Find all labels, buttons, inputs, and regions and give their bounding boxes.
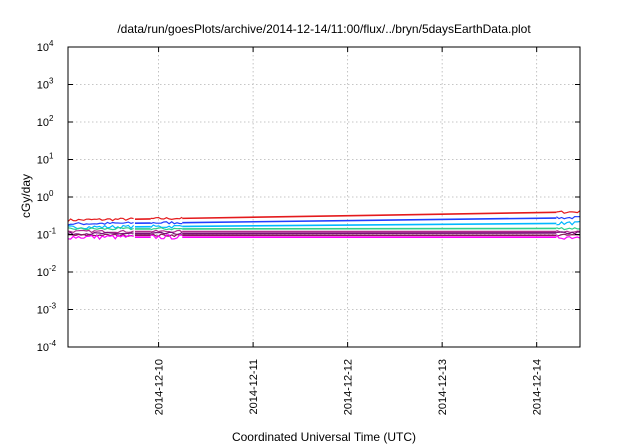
y-tick-exponent: 0	[49, 189, 54, 198]
y-tick-exponent: -1	[49, 227, 57, 236]
series-noise-segment	[67, 229, 134, 234]
y-tick-base: 10	[37, 267, 49, 279]
series-gap-line	[182, 211, 557, 220]
y-tick-label: 10	[37, 267, 49, 279]
x-axis: 2014-12-10 2014-12-11 2014-12-12 2014-12-13…	[154, 47, 544, 415]
series-4	[67, 227, 581, 231]
grid	[68, 47, 580, 347]
y-tick-base: 10	[37, 192, 49, 204]
series-noise-segment	[150, 227, 183, 231]
y-tick-label: 10	[37, 155, 49, 167]
y-tick-base: 10	[37, 117, 49, 129]
series-noise-segment	[556, 215, 581, 220]
y-tick-label: 10	[37, 117, 49, 129]
series-noise-segment	[556, 220, 581, 226]
series-5	[67, 229, 581, 234]
y-tick-exponent: -3	[49, 302, 57, 311]
series-2	[67, 215, 581, 226]
y-tick-base: 10	[37, 155, 49, 167]
series-noise-segment	[555, 234, 581, 240]
y-tick-base: 10	[37, 80, 49, 92]
y-tick-base: 10	[37, 305, 49, 317]
series-gap-line	[182, 222, 557, 228]
series-noise-segment	[556, 231, 581, 235]
series-gap-line	[182, 217, 557, 224]
series-noise-segment	[150, 229, 183, 234]
series-1	[67, 210, 581, 222]
series-noise-segment	[150, 216, 183, 221]
y-tick-exponent: 1	[49, 152, 54, 161]
x-tick-label: 2014-12-11	[248, 359, 260, 414]
y-tick-label: 10	[37, 80, 49, 92]
y-tick-base: 10	[37, 42, 49, 54]
series-noise-segment	[556, 227, 581, 231]
y-tick-label: 10	[37, 342, 49, 354]
series-8	[67, 234, 581, 241]
y-tick-label: 10	[37, 192, 49, 204]
y-tick-base: 10	[37, 230, 49, 242]
series-noise-segment	[67, 227, 134, 231]
y-tick-label: 10	[37, 305, 49, 317]
series-noise-segment	[67, 233, 134, 238]
chart-title: /data/run/goesPlots/archive/2014-12-14/1…	[117, 22, 531, 36]
x-tick-label: 2014-12-14	[532, 359, 544, 415]
y-tick-exponent: -2	[49, 264, 57, 273]
series-noise-segment	[150, 224, 183, 229]
x-axis-label: Coordinated Universal Time (UTC)	[232, 430, 416, 444]
y-tick-label: 10	[37, 42, 49, 54]
y-axis-label: cGy/day	[19, 174, 33, 218]
series-noise-segment	[67, 221, 134, 226]
y-tick-exponent: 4	[49, 39, 54, 48]
y-tick-base: 10	[37, 342, 49, 354]
series-noise-segment	[556, 210, 581, 214]
x-tick-label: 2014-12-10	[154, 359, 166, 415]
series-noise-segment	[67, 217, 134, 222]
series-gap-line	[182, 232, 557, 235]
series-noise-segment	[150, 221, 183, 225]
series-noise-segment	[150, 234, 183, 240]
y-tick-label: 10	[37, 230, 49, 242]
y-tick-exponent: 2	[49, 114, 54, 123]
series-layer	[67, 210, 581, 241]
series-noise-segment	[67, 234, 134, 241]
y-tick-exponent: 3	[49, 77, 54, 86]
y-tick-exponent: -4	[49, 339, 57, 348]
x-tick-label: 2014-12-13	[437, 359, 449, 415]
x-tick-label: 2014-12-12	[343, 359, 355, 415]
